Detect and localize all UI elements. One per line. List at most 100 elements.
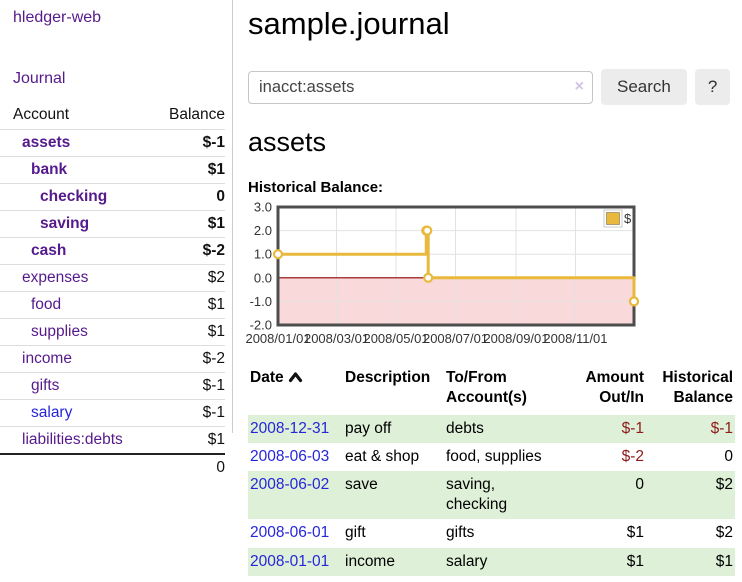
register-cell-balance: $1 xyxy=(715,552,733,570)
account-row: supplies $1 xyxy=(0,318,225,346)
date-link[interactable]: 2008-06-02 xyxy=(250,476,330,494)
svg-text:3.0: 3.0 xyxy=(254,200,272,215)
account-link[interactable]: expenses xyxy=(22,269,89,286)
register-cell-date: 2008-06-02 xyxy=(248,471,343,519)
account-row: checking 0 xyxy=(0,183,225,211)
register-header-accounts: To/From Account(s) xyxy=(446,369,527,407)
page-title: sample.journal xyxy=(248,6,450,41)
register-cell-accounts: debts xyxy=(446,419,484,437)
sidebar-item-journal[interactable]: Journal xyxy=(13,70,66,87)
register-cell-amount: $-2 xyxy=(621,448,644,466)
account-link[interactable]: saving xyxy=(40,215,90,232)
register-cell-date: 2008-06-03 xyxy=(248,443,343,471)
register-cell-description: gift xyxy=(345,524,366,542)
svg-text:2008/03/01: 2008/03/01 xyxy=(304,331,369,346)
main-content: sample.journal × Search ? assets Histori… xyxy=(245,0,737,576)
accounts-total-row: 0 xyxy=(0,453,225,481)
accounts-header-balance: Balance xyxy=(112,102,225,130)
register-cell-balance: $-1 xyxy=(710,419,733,437)
account-balance: $1 xyxy=(112,318,225,346)
register-header-description: Description xyxy=(345,369,431,386)
register-cell-date: 2008-06-01 xyxy=(248,519,343,547)
date-link[interactable]: 2008-12-31 xyxy=(250,419,330,437)
register-cell-balance: $2 xyxy=(715,476,733,494)
svg-text:-1.0: -1.0 xyxy=(250,294,272,309)
register-cell-description: income xyxy=(345,552,395,570)
account-balance: $1 xyxy=(112,156,225,184)
search-button[interactable]: Search xyxy=(601,69,687,105)
account-row: saving $1 xyxy=(0,210,225,238)
account-link[interactable]: cash xyxy=(31,242,67,259)
svg-text:$: $ xyxy=(624,211,632,226)
register-cell-amount: 0 xyxy=(635,476,644,494)
account-link[interactable]: income xyxy=(22,350,72,367)
svg-text:1.0: 1.0 xyxy=(254,247,272,262)
account-row: cash $-2 xyxy=(0,237,225,265)
account-row: assets $-1 xyxy=(0,129,225,157)
account-link[interactable]: gifts xyxy=(31,377,60,394)
brand-link[interactable]: hledger-web xyxy=(13,9,102,26)
accounts-total-value: 0 xyxy=(112,453,225,481)
register-cell-accounts: saving, checking xyxy=(446,476,508,514)
account-balance: $1 xyxy=(112,291,225,319)
register-cell-date: 2008-12-31 xyxy=(248,415,343,443)
register-cell-amount: $-1 xyxy=(621,419,644,437)
register-table: Date Description To/From Account(s) Amount … xyxy=(248,366,735,576)
svg-text:-2.0: -2.0 xyxy=(250,318,272,333)
sort-ascending-icon xyxy=(288,372,302,383)
register-row: 2008-06-01 gift gifts $1 $2 xyxy=(248,519,735,547)
date-link[interactable]: 2008-06-01 xyxy=(250,524,330,542)
register-cell-description: eat & shop xyxy=(345,448,420,466)
register-cell-balance: $2 xyxy=(715,524,733,542)
search-input[interactable] xyxy=(248,71,593,104)
account-row: bank $1 xyxy=(0,156,225,184)
register-cell-amount: $1 xyxy=(626,552,644,570)
account-link[interactable]: supplies xyxy=(31,323,88,340)
svg-text:2008/11/01: 2008/11/01 xyxy=(543,331,607,346)
register-cell-date: 2008-01-01 xyxy=(248,548,343,576)
svg-text:2.0: 2.0 xyxy=(254,223,272,238)
svg-text:2008/09/01: 2008/09/01 xyxy=(483,331,548,346)
sidebar: hledger-web Journal Account Balance asse… xyxy=(0,0,233,481)
account-balance: $-2 xyxy=(112,237,225,265)
register-row: 2008-06-02 save saving, checking 0 $2 xyxy=(248,471,735,520)
svg-text:2008/05/01: 2008/05/01 xyxy=(363,331,428,346)
date-link[interactable]: 2008-01-01 xyxy=(250,552,330,570)
account-link[interactable]: bank xyxy=(31,161,68,178)
account-row: income $-2 xyxy=(0,345,225,373)
register-row: 2008-01-01 income salary $1 $1 xyxy=(248,547,735,576)
clear-search-icon[interactable]: × xyxy=(574,78,584,95)
register-row: 2008-06-03 eat & shop food, supplies $-2 0 xyxy=(248,443,735,471)
historical-balance-chart: $3.0 2.0 1.0 0.0 -1.0 -2.02008/01/012008/03/0… xyxy=(245,200,640,346)
register-cell-description: pay off xyxy=(345,419,392,437)
svg-text:0.0: 0.0 xyxy=(254,270,272,285)
account-link[interactable]: assets xyxy=(22,134,71,151)
account-link[interactable]: food xyxy=(31,296,62,313)
account-balance: $-1 xyxy=(112,399,225,427)
register-cell-accounts: gifts xyxy=(446,524,475,542)
svg-text:2008/01/01: 2008/01/01 xyxy=(245,331,310,346)
account-balance: $-1 xyxy=(112,129,225,157)
account-row: food $1 xyxy=(0,291,225,319)
register-row: 2008-12-31 pay off debts $-1 $-1 xyxy=(248,414,735,444)
search-form: × Search ? xyxy=(248,69,737,105)
accounts-table: Account Balance assets $-1 bank $1 checking 0… xyxy=(0,102,225,481)
date-link[interactable]: 2008-06-03 xyxy=(250,448,330,466)
svg-text:2008/07/01: 2008/07/01 xyxy=(423,331,488,346)
register-cell-amount: $1 xyxy=(626,524,644,542)
register-header-amount: Amount Out/In xyxy=(585,369,644,407)
account-link[interactable]: salary xyxy=(31,404,73,421)
account-link[interactable]: liabilities:debts xyxy=(22,431,123,448)
account-row: liabilities:debts $1 xyxy=(0,427,225,455)
account-balance: $1 xyxy=(207,431,225,448)
account-balance: $-2 xyxy=(112,345,225,373)
register-header-balance: Historical Balance xyxy=(662,369,733,407)
account-balance: $-1 xyxy=(112,372,225,400)
account-balance: $2 xyxy=(112,264,225,292)
help-button[interactable]: ? xyxy=(694,69,731,105)
account-balance: $1 xyxy=(112,210,225,238)
register-cell-balance: 0 xyxy=(724,448,733,466)
register-cell-description: save xyxy=(345,476,378,494)
account-row: expenses $2 xyxy=(0,264,225,292)
account-link[interactable]: checking xyxy=(40,188,108,205)
